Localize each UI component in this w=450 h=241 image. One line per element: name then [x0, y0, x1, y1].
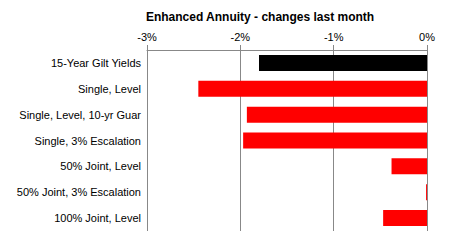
svg-text:100% Joint, Level: 100% Joint, Level	[54, 212, 141, 224]
svg-text:15-Year Gilt Yields: 15-Year Gilt Yields	[51, 57, 142, 69]
svg-text:-3%: -3%	[137, 31, 157, 43]
svg-text:0%: 0%	[419, 31, 435, 43]
svg-text:Single, Level, 10-yr Guar: Single, Level, 10-yr Guar	[19, 109, 141, 121]
svg-text:Enhanced Annuity - changes las: Enhanced Annuity - changes last month	[146, 10, 374, 24]
svg-text:-1%: -1%	[324, 31, 344, 43]
svg-text:50% Joint, 3% Escalation: 50% Joint, 3% Escalation	[17, 186, 141, 198]
svg-text:50% Joint, Level: 50% Joint, Level	[60, 160, 141, 172]
svg-text:Single, Level: Single, Level	[78, 83, 141, 95]
svg-text:-2%: -2%	[231, 31, 251, 43]
svg-text:Single, 3% Escalation: Single, 3% Escalation	[35, 135, 141, 147]
